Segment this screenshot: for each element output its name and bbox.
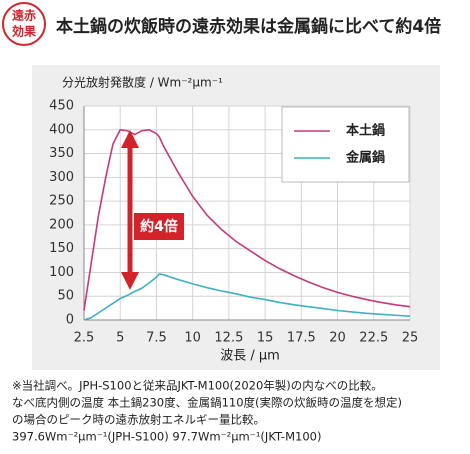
- notes: ※当社調べ。JPH-S100と従来品JKT-M100(2020年製)の内なべの比…: [12, 379, 402, 444]
- annotation-text: 約4倍: [140, 218, 178, 235]
- note: ※当社調べ。JPH-S100と従来品JKT-M100(2020年製)の内なべの比…: [12, 379, 383, 393]
- annotation-box: [134, 213, 184, 240]
- x-tick-label: 5: [116, 331, 124, 346]
- badge-text: 遠赤: [12, 8, 36, 23]
- y-tick-label: 0: [66, 313, 74, 328]
- legend-box: [281, 106, 410, 183]
- y-tick-label: 100: [49, 265, 74, 280]
- note: 397.6Wm⁻²μm⁻¹(JPH-S100) 97.7Wm⁻²μm⁻¹(JKT…: [12, 430, 321, 444]
- y-axis-label: 分光放射発散度 / Wm⁻²μm⁻¹: [62, 75, 223, 90]
- note: の場合のピーク時の遠赤放射エネルギー量比較。: [12, 413, 265, 427]
- legend-label: 本土鍋: [346, 123, 385, 139]
- y-tick-label: 150: [49, 241, 74, 256]
- x-axis-label: 波長 / μm: [220, 349, 280, 364]
- y-tick-label: 250: [49, 194, 74, 209]
- line-series: [83, 272, 411, 321]
- arrow-head: [121, 272, 139, 290]
- note: なべ底内側の温度 本土鍋230度、金属鍋110度(実際の炊飯時の温度を想定): [12, 396, 402, 410]
- x-tick-label: 20: [329, 331, 346, 346]
- badge: [2, 2, 46, 46]
- x-tick-label: 12.5: [214, 331, 243, 346]
- line-series: [83, 128, 411, 311]
- x-tick-label: 15: [257, 331, 274, 346]
- x-tick-label: 2.5: [74, 331, 95, 346]
- badge-text: 効果: [12, 24, 36, 39]
- annotation: 約4倍: [121, 130, 184, 290]
- y-tick-label: 400: [49, 122, 74, 137]
- title: 本土鍋の炊飯時の遠赤効果は金属鍋に比べて約4倍: [56, 16, 441, 37]
- y-tick-label: 450: [49, 99, 74, 114]
- y-tick-label: 200: [49, 217, 74, 232]
- y-tick-label: 350: [49, 146, 74, 161]
- x-tick-label: 25: [402, 331, 419, 346]
- y-tick-label: 50: [57, 289, 74, 304]
- x-tick-label: 7.5: [146, 331, 167, 346]
- legend-label: 金属鍋: [345, 150, 385, 166]
- x-tick-label: 10: [184, 331, 201, 346]
- y-tick-label: 300: [49, 170, 74, 185]
- x-tick-label: 17.5: [287, 331, 316, 346]
- arrow-head: [121, 130, 139, 148]
- x-tick-label: 22.5: [359, 331, 388, 346]
